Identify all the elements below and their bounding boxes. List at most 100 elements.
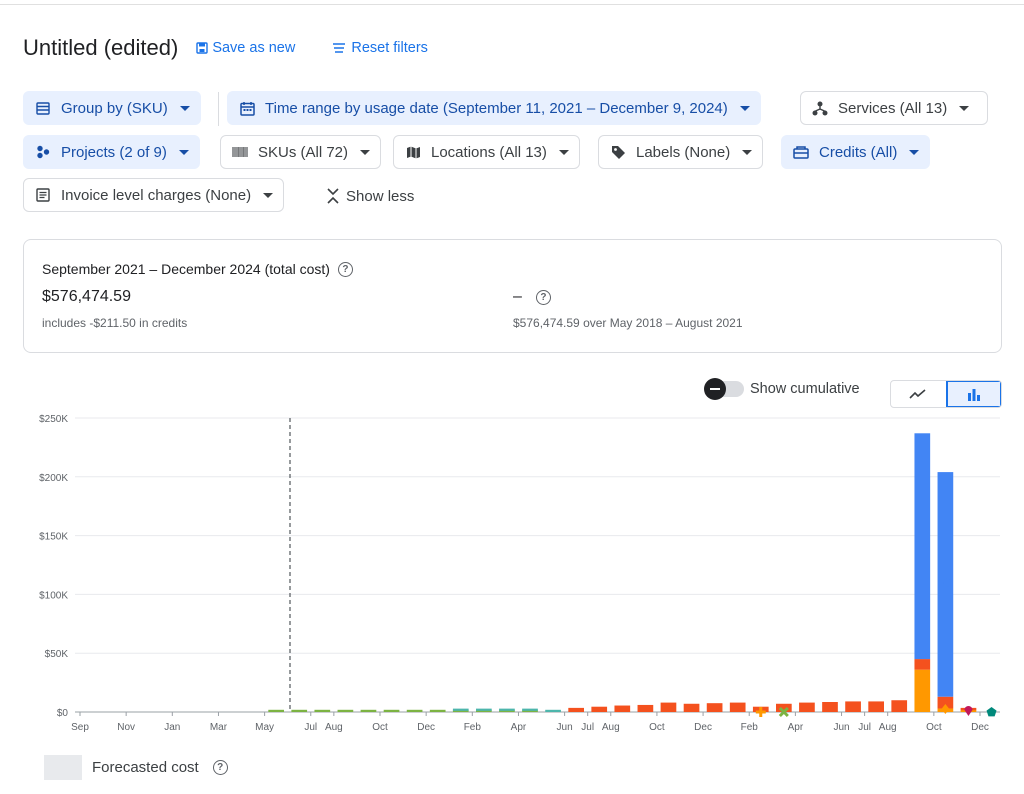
bar-segment xyxy=(914,433,931,660)
x-tick-label: Jun xyxy=(557,722,573,733)
table-icon xyxy=(35,100,51,116)
x-tick-label: Dec xyxy=(417,722,435,733)
bar-segment xyxy=(637,704,654,712)
cost-chart: $0 $50K $100K $150K $200K $250K Sep Nov Jan Mar Ma… xyxy=(39,414,1000,733)
invoice-chip[interactable]: Invoice level charges (None) xyxy=(23,178,285,212)
bar-view-button[interactable] xyxy=(945,381,1001,407)
bar-segment xyxy=(406,709,423,712)
bar-segment xyxy=(683,703,700,712)
time-range-label: Time range by usage date (September 11, … xyxy=(265,99,728,117)
bar-segment xyxy=(383,709,400,712)
y-tick-label: $0 xyxy=(57,708,69,719)
bar-segment xyxy=(822,702,838,712)
bar-segment xyxy=(452,709,469,712)
skus-label: SKUs (All 72) xyxy=(258,143,349,161)
bar-segment xyxy=(776,703,792,712)
bar-segment xyxy=(429,709,446,712)
help-icon[interactable]: ? xyxy=(535,289,551,305)
y-tick-label: $100K xyxy=(39,590,68,601)
bar-segment xyxy=(522,708,538,711)
chevron-down-icon xyxy=(178,149,189,155)
bar-segment xyxy=(476,708,492,711)
collapse-icon xyxy=(327,188,339,204)
labels-label: Labels (None) xyxy=(636,143,731,161)
help-icon[interactable]: ? xyxy=(337,261,353,277)
bar-segment xyxy=(545,709,561,712)
label-icon xyxy=(610,144,626,160)
cumulative-label: Show cumulative xyxy=(750,381,860,397)
calendar-icon xyxy=(239,100,255,116)
x-tick-label: Mar xyxy=(210,722,228,733)
x-tick-label: Jul xyxy=(581,722,594,733)
legend-label: Forecasted cost xyxy=(92,759,199,776)
series-marker xyxy=(943,578,952,587)
save-as-new-label: Save as new xyxy=(212,40,296,56)
x-tick-label: Oct xyxy=(926,722,942,733)
labels-chip[interactable]: Labels (None) xyxy=(598,135,764,169)
chevron-down-icon xyxy=(739,105,750,111)
bar-segment xyxy=(729,702,746,712)
summary-period: September 2021 – December 2024 (total co… xyxy=(42,261,330,277)
bar-segment xyxy=(360,709,377,712)
locations-chip[interactable]: Locations (All 13) xyxy=(393,135,580,169)
series-marker xyxy=(778,706,789,718)
chevron-down-icon xyxy=(558,149,569,155)
cumulative-toggle[interactable]: Show cumulative xyxy=(704,378,860,400)
summary-title: September 2021 – December 2024 (total co… xyxy=(42,261,353,277)
map-icon xyxy=(405,144,421,160)
projects-chip[interactable]: Projects (2 of 9) xyxy=(23,135,200,169)
group-by-label: Group by (SKU) xyxy=(61,99,168,117)
x-tick-label: Apr xyxy=(511,722,527,733)
forecast-swatch xyxy=(44,755,82,780)
credit-icon xyxy=(793,144,809,160)
bar-segment xyxy=(476,709,492,712)
x-tick-label: Dec xyxy=(971,722,989,733)
reset-filters-link[interactable]: Reset filters xyxy=(331,40,428,56)
chart-view-selector xyxy=(890,380,1002,408)
bar-segment xyxy=(706,703,723,712)
line-chart-icon xyxy=(909,389,926,399)
bar-segment xyxy=(914,659,931,670)
filter-divider xyxy=(218,92,219,126)
group-by-chip[interactable]: Group by (SKU) xyxy=(23,91,201,125)
skus-chip[interactable]: SKUs (All 72) xyxy=(220,135,382,169)
y-tick-label: $150K xyxy=(39,532,68,543)
top-divider xyxy=(0,4,1024,5)
save-icon xyxy=(196,42,209,54)
bar-segment xyxy=(452,708,469,711)
chevron-down-icon xyxy=(179,105,190,111)
credits-chip[interactable]: Credits (All) xyxy=(781,135,931,169)
bar-segment xyxy=(522,709,538,712)
chevron-down-icon xyxy=(360,149,371,155)
bar-segment xyxy=(568,707,584,712)
show-less-toggle[interactable]: Show less xyxy=(326,184,414,208)
x-tick-label: Aug xyxy=(602,722,620,733)
comparison-note: $576,474.59 over May 2018 – August 2021 xyxy=(513,316,743,330)
bar-segment xyxy=(268,709,284,712)
x-tick-label: Oct xyxy=(372,722,388,733)
series-marker xyxy=(986,707,997,717)
toggle-knob xyxy=(704,378,726,400)
x-tick-label: May xyxy=(255,722,274,733)
bar-segment xyxy=(891,700,908,712)
bar-segment xyxy=(591,706,608,712)
invoice-label: Invoice level charges (None) xyxy=(61,186,252,204)
services-chip[interactable]: Services (All 13) xyxy=(800,91,988,125)
save-as-new-link[interactable]: Save as new xyxy=(196,40,295,56)
locations-label: Locations (All 13) xyxy=(431,143,547,161)
x-tick-label: Sep xyxy=(71,722,89,733)
report-header: Untitled (edited) Save as new Reset filt… xyxy=(23,33,428,63)
x-tick-label: Dec xyxy=(694,722,712,733)
line-view-button[interactable] xyxy=(891,381,946,407)
chevron-down-icon xyxy=(263,192,274,198)
show-less-label: Show less xyxy=(346,187,415,205)
chart-legend: Forecasted cost ? xyxy=(44,755,228,780)
projects-icon xyxy=(35,144,51,160)
time-range-chip[interactable]: Time range by usage date (September 11, … xyxy=(227,91,761,125)
help-icon[interactable]: ? xyxy=(212,760,228,775)
toggle-switch[interactable] xyxy=(704,378,744,400)
total-cost: $576,474.59 xyxy=(42,288,131,305)
series-marker xyxy=(755,707,766,717)
x-tick-label: Jul xyxy=(858,722,871,733)
x-tick-label: Apr xyxy=(788,722,804,733)
